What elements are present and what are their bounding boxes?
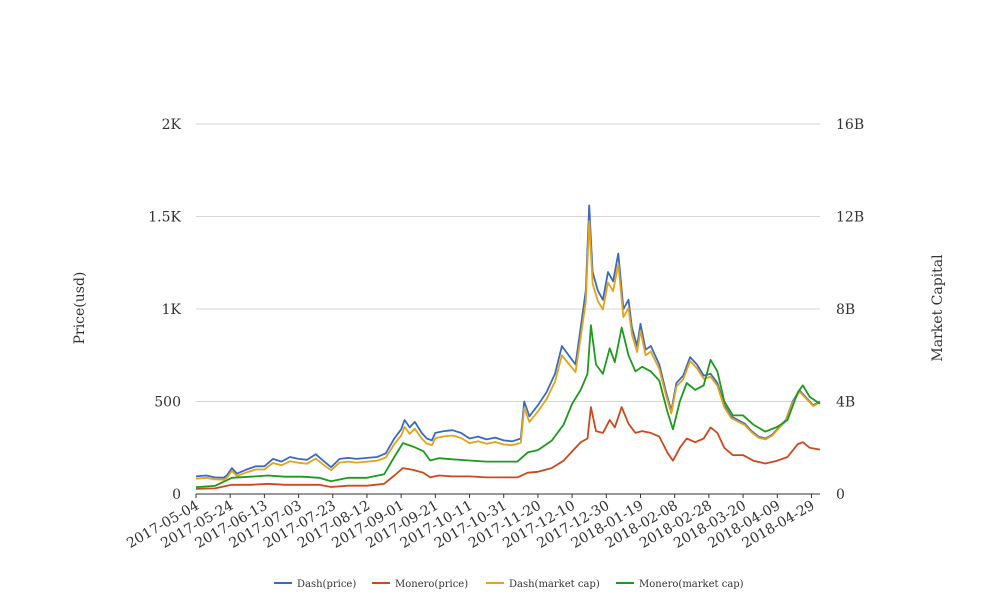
y-left-axis-title: Price(usd) xyxy=(72,272,88,345)
series-line-dash-market-cap xyxy=(195,220,821,481)
y-left-tick-label: 0 xyxy=(172,487,181,503)
y-right-tick-label: 8B xyxy=(836,302,855,318)
y-left-tick-label: 1.5K xyxy=(148,210,181,226)
series-layer xyxy=(195,204,821,490)
y-right-tick-label: 16B xyxy=(836,117,864,133)
y-right-tick-label: 12B xyxy=(836,210,864,226)
y-right-tick-label: 0 xyxy=(836,487,845,503)
legend: Dash(price) Monero(price) Dash(market cap)… xyxy=(274,579,744,590)
y-right-axis-title: Market Capital xyxy=(930,254,946,362)
series-line-dash-price xyxy=(195,204,821,479)
legend-label: Monero(market cap) xyxy=(639,579,744,590)
y-right-ticks: 0 4B 8B 12B 16B xyxy=(836,117,864,503)
y-left-tick-label: 500 xyxy=(154,395,181,411)
series-line-monero-market-cap xyxy=(195,324,821,488)
y-left-tick-label: 1K xyxy=(162,302,182,318)
legend-label: Monero(price) xyxy=(395,579,468,590)
y-left-tick-label: 2K xyxy=(162,117,182,133)
x-ticks: 2017-05-042017-05-242017-06-132017-07-03… xyxy=(124,494,817,552)
y-right-tick-label: 4B xyxy=(836,395,855,411)
grid xyxy=(196,123,820,495)
legend-label: Dash(price) xyxy=(297,579,356,590)
legend-label: Dash(market cap) xyxy=(509,579,600,590)
y-left-ticks: 0 500 1K 1.5K 2K xyxy=(148,117,181,503)
series-line-monero-price xyxy=(195,406,821,490)
